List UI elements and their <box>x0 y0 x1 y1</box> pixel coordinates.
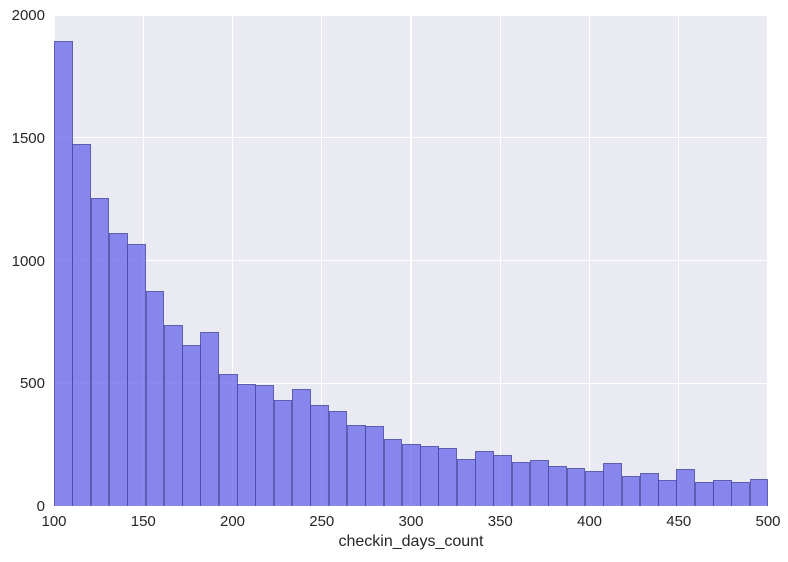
histogram-bar <box>401 444 421 506</box>
histogram-bar <box>328 411 348 506</box>
histogram-bar <box>731 481 751 506</box>
histogram-bar <box>420 446 439 506</box>
histogram-bar <box>713 479 732 506</box>
histogram-bar <box>493 454 513 506</box>
histogram-bar <box>255 385 275 506</box>
y-tick-label: 2000 <box>11 7 45 24</box>
histogram-bar <box>54 41 73 506</box>
histogram-bar <box>749 478 769 506</box>
y-tick-label: 500 <box>19 375 45 393</box>
histogram-bar <box>72 144 92 506</box>
x-tick-label: 300 <box>398 513 424 530</box>
histogram-bar <box>530 460 549 506</box>
histogram-bar <box>346 425 366 506</box>
histogram-bar <box>292 388 311 506</box>
histogram-bar <box>658 480 677 506</box>
x-tick-label: 350 <box>487 513 513 530</box>
histogram-bar <box>603 463 623 506</box>
histogram-bar <box>273 400 293 506</box>
histogram-bar <box>127 244 147 506</box>
histogram-bar <box>145 291 165 506</box>
x-tick-label: 400 <box>576 513 603 530</box>
gridline-horizontal <box>54 14 768 16</box>
histogram-bar <box>456 458 476 506</box>
histogram-bar <box>218 374 238 506</box>
histogram-bar <box>108 233 128 506</box>
histogram-bar <box>163 324 183 506</box>
x-tick-label: 100 <box>41 513 67 530</box>
histogram-bar <box>475 450 494 506</box>
gridline-horizontal <box>54 382 768 384</box>
histogram-bar <box>676 469 696 506</box>
histogram-bar <box>200 332 220 506</box>
x-axis-label: checkin_days_count <box>338 533 484 550</box>
histogram-bar <box>310 404 330 506</box>
y-tick-label: 0 <box>36 498 45 515</box>
histogram-bar <box>90 198 110 506</box>
histogram-bar <box>182 344 201 506</box>
x-tick-label: 500 <box>755 513 781 530</box>
histogram-bar <box>566 468 586 506</box>
gridline-horizontal <box>54 137 768 139</box>
plot-area <box>53 14 769 507</box>
gridline-horizontal <box>54 259 768 262</box>
histogram-bar <box>365 425 385 506</box>
x-tick-label: 200 <box>219 513 246 530</box>
histogram-bar <box>694 481 714 506</box>
histogram-bar <box>584 471 604 506</box>
histogram-bar <box>237 384 256 506</box>
y-tick-label: 1000 <box>11 252 45 270</box>
histogram-bar <box>511 462 531 506</box>
x-tick-label: 450 <box>666 513 692 530</box>
x-tick-label: 150 <box>130 513 156 530</box>
histogram-bar <box>438 448 458 506</box>
histogram-bar <box>548 465 568 506</box>
histogram-bar <box>383 438 403 506</box>
histogram-bar <box>621 475 641 506</box>
y-tick-label: 1500 <box>11 129 45 147</box>
histogram-bar <box>639 472 659 506</box>
x-tick-label: 250 <box>309 513 335 530</box>
